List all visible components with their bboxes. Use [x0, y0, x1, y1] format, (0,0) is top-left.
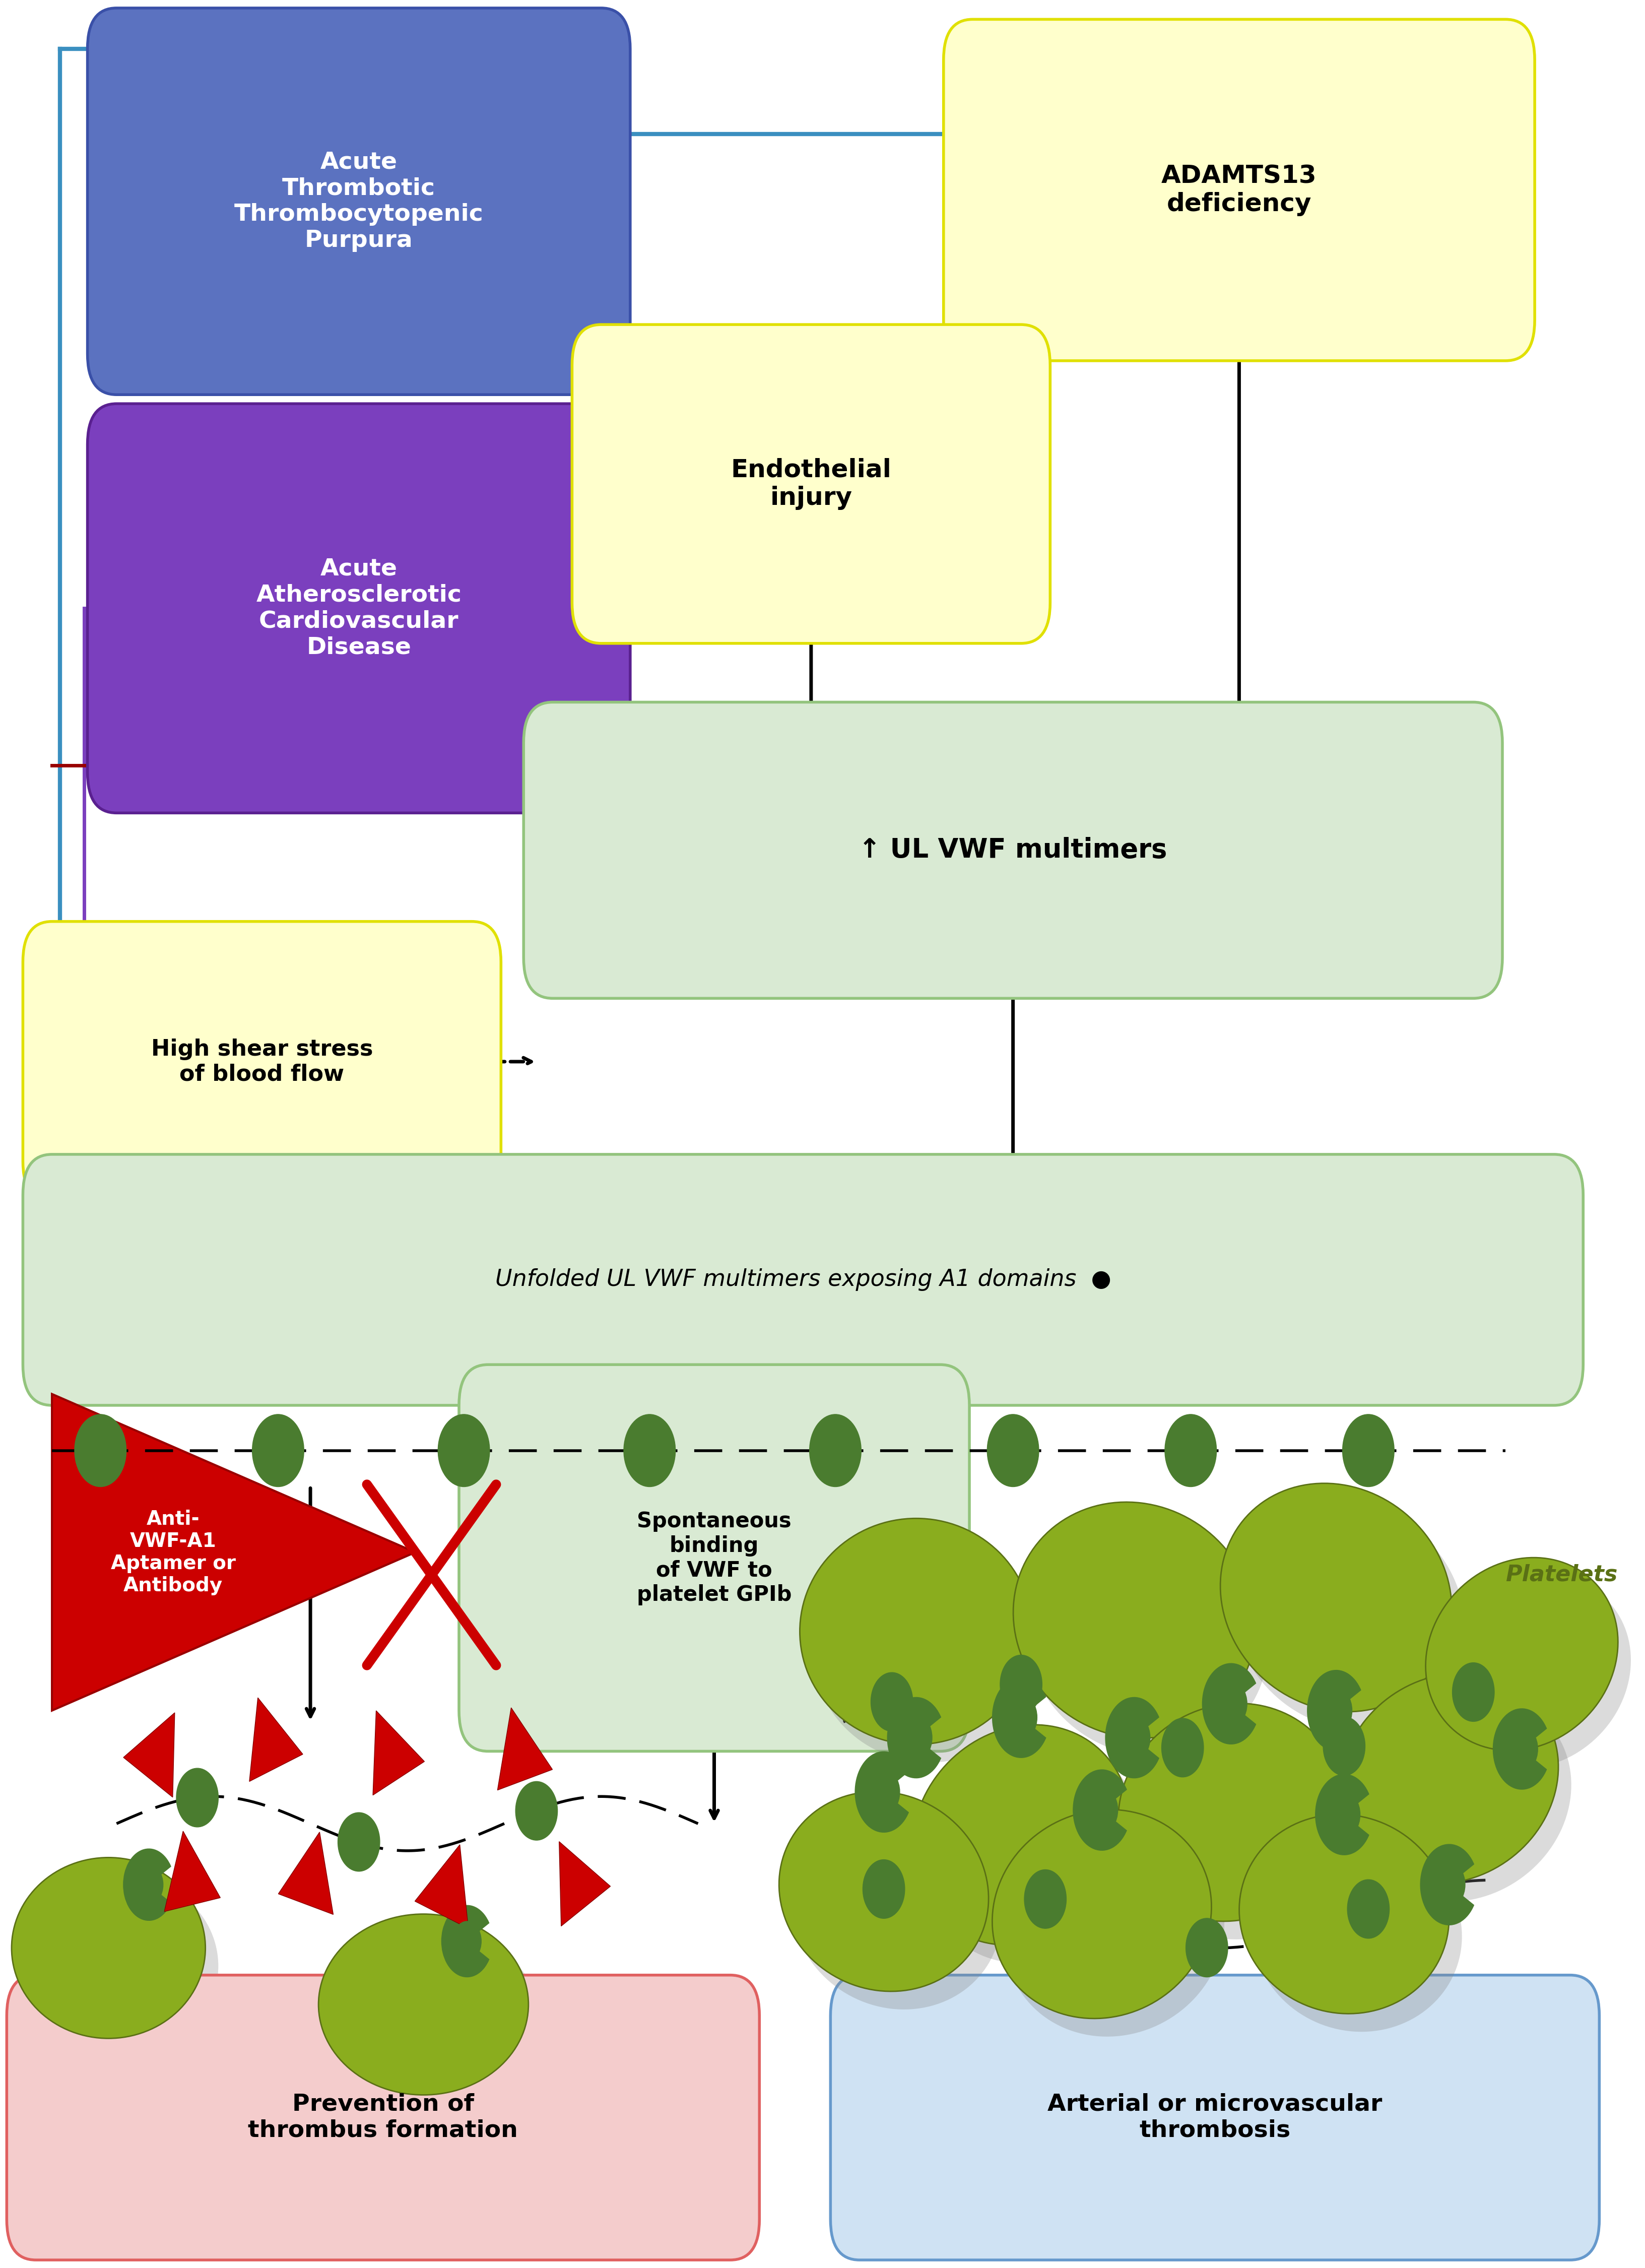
Text: Unfolded UL VWF multimers exposing A1 domains  ●: Unfolded UL VWF multimers exposing A1 do…: [495, 1268, 1110, 1290]
Ellipse shape: [799, 1517, 1033, 1744]
Circle shape: [1086, 1787, 1119, 1833]
Circle shape: [1342, 1415, 1395, 1488]
Ellipse shape: [1239, 1814, 1449, 2014]
Wedge shape: [1420, 1844, 1474, 1926]
Circle shape: [1165, 1415, 1217, 1488]
Polygon shape: [164, 1830, 220, 1912]
Ellipse shape: [992, 1810, 1211, 2019]
Wedge shape: [1073, 1769, 1127, 1851]
Ellipse shape: [319, 1914, 528, 2096]
Circle shape: [1347, 1880, 1390, 1939]
Wedge shape: [441, 1905, 490, 1978]
FancyBboxPatch shape: [523, 703, 1502, 998]
Ellipse shape: [911, 1724, 1130, 1946]
Ellipse shape: [1234, 1501, 1464, 1730]
Ellipse shape: [1339, 1674, 1558, 1885]
Circle shape: [987, 1415, 1040, 1488]
Circle shape: [1433, 1862, 1466, 1907]
Circle shape: [252, 1415, 304, 1488]
Wedge shape: [1492, 1708, 1546, 1789]
Wedge shape: [887, 1696, 941, 1778]
Polygon shape: [278, 1833, 334, 1914]
Circle shape: [337, 1812, 380, 1871]
Circle shape: [1328, 1792, 1360, 1837]
Circle shape: [452, 1921, 482, 1962]
Text: Acute
Atherosclerotic
Cardiovascular
Disease: Acute Atherosclerotic Cardiovascular Dis…: [257, 558, 462, 660]
Wedge shape: [855, 1751, 910, 1833]
Circle shape: [1505, 1726, 1538, 1771]
Circle shape: [1319, 1687, 1352, 1733]
Ellipse shape: [12, 1857, 206, 2039]
Text: Spontaneous
binding
of VWF to
platelet GPIb: Spontaneous binding of VWF to platelet G…: [637, 1510, 791, 1606]
Circle shape: [1453, 1662, 1494, 1721]
Polygon shape: [415, 1844, 469, 1928]
Circle shape: [900, 1715, 933, 1760]
Circle shape: [176, 1769, 219, 1828]
Circle shape: [623, 1415, 676, 1488]
FancyBboxPatch shape: [459, 1365, 969, 1751]
Wedge shape: [1202, 1662, 1257, 1744]
Text: Prevention of
thrombus formation: Prevention of thrombus formation: [248, 2093, 518, 2141]
Text: Anti-
VWF-A1
Aptamer or
Antibody: Anti- VWF-A1 Aptamer or Antibody: [110, 1510, 235, 1594]
Circle shape: [1186, 1919, 1227, 1978]
Text: Arterial or microvascular
thrombosis: Arterial or microvascular thrombosis: [1048, 2093, 1382, 2141]
Ellipse shape: [1005, 1828, 1224, 2037]
Circle shape: [1161, 1719, 1204, 1778]
Wedge shape: [1105, 1696, 1160, 1778]
Ellipse shape: [25, 1876, 219, 2057]
Polygon shape: [53, 1395, 416, 1710]
Circle shape: [1323, 1717, 1365, 1776]
Circle shape: [1000, 1656, 1041, 1715]
Wedge shape: [1314, 1774, 1369, 1855]
Text: Platelets: Platelets: [1505, 1565, 1617, 1585]
Ellipse shape: [1026, 1520, 1268, 1755]
Circle shape: [862, 1860, 905, 1919]
Text: Acute
Thrombotic
Thrombocytopenic
Purpura: Acute Thrombotic Thrombocytopenic Purpur…: [234, 150, 484, 252]
Ellipse shape: [780, 1792, 989, 1991]
Text: ADAMTS13
deficiency: ADAMTS13 deficiency: [1161, 163, 1318, 215]
Circle shape: [869, 1769, 900, 1814]
Polygon shape: [123, 1712, 174, 1796]
Circle shape: [870, 1672, 913, 1730]
Circle shape: [1216, 1681, 1247, 1726]
Circle shape: [809, 1415, 862, 1488]
Text: Endothelial
injury: Endothelial injury: [730, 458, 892, 510]
Text: High shear stress
of blood flow: High shear stress of blood flow: [151, 1039, 373, 1084]
FancyBboxPatch shape: [944, 20, 1535, 361]
Ellipse shape: [331, 1932, 541, 2114]
Text: ↑ UL VWF multimers: ↑ UL VWF multimers: [859, 837, 1168, 864]
Ellipse shape: [1438, 1576, 1630, 1769]
FancyBboxPatch shape: [23, 1154, 1582, 1406]
FancyBboxPatch shape: [87, 9, 630, 395]
Wedge shape: [992, 1676, 1046, 1758]
Polygon shape: [250, 1699, 303, 1780]
Wedge shape: [1308, 1669, 1360, 1751]
Circle shape: [74, 1415, 127, 1488]
Circle shape: [515, 1780, 558, 1839]
FancyBboxPatch shape: [87, 404, 630, 812]
Ellipse shape: [791, 1810, 1002, 2009]
Circle shape: [1119, 1715, 1150, 1760]
Ellipse shape: [1013, 1501, 1255, 1737]
Ellipse shape: [1119, 1703, 1344, 1921]
FancyBboxPatch shape: [23, 921, 502, 1202]
Ellipse shape: [1221, 1483, 1453, 1712]
Polygon shape: [497, 1708, 553, 1789]
Ellipse shape: [1132, 1721, 1357, 1939]
Circle shape: [1005, 1694, 1036, 1740]
Polygon shape: [559, 1842, 610, 1926]
Circle shape: [1025, 1869, 1066, 1928]
Polygon shape: [373, 1710, 424, 1796]
Ellipse shape: [1352, 1692, 1571, 1901]
Ellipse shape: [1252, 1833, 1462, 2032]
Ellipse shape: [924, 1742, 1143, 1964]
Wedge shape: [123, 1848, 171, 1921]
FancyBboxPatch shape: [572, 324, 1050, 644]
FancyBboxPatch shape: [7, 1975, 760, 2259]
Ellipse shape: [813, 1535, 1045, 1762]
Circle shape: [438, 1415, 490, 1488]
Circle shape: [135, 1864, 163, 1905]
Ellipse shape: [1426, 1558, 1619, 1751]
FancyBboxPatch shape: [831, 1975, 1599, 2259]
